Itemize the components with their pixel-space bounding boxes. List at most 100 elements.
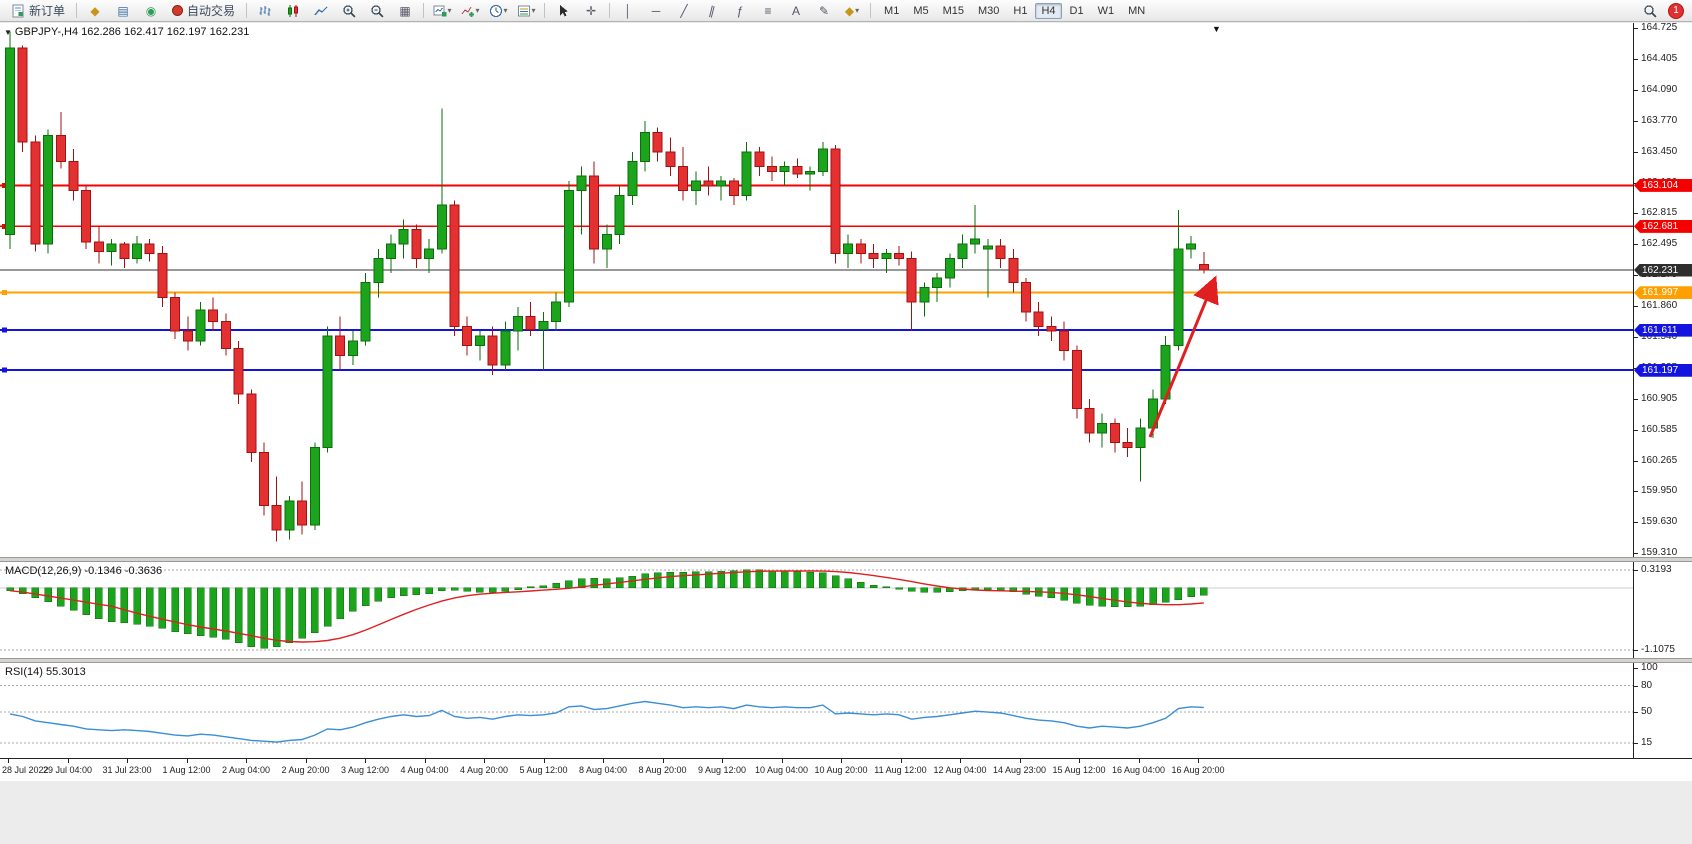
time-label: 29 Jul 04:00	[42, 765, 93, 775]
macd-tick: 0.3193	[1634, 564, 1692, 576]
timeframe-button-m5[interactable]: M5	[913, 4, 929, 17]
cycle-lines-icon[interactable]: ≡	[764, 3, 772, 18]
refresh-icon[interactable]: ◉	[145, 3, 157, 18]
new-chart-button[interactable]: ▾	[429, 1, 455, 21]
rsi-tick: 80	[1634, 680, 1692, 692]
trendline-icon[interactable]: ╱	[680, 3, 688, 18]
horizontal-line-icon[interactable]: ─	[651, 3, 661, 18]
price-level-tag: 162.681	[1634, 219, 1692, 233]
levels-layer	[0, 182, 1633, 373]
time-tick	[781, 759, 783, 763]
toolbar-separator	[544, 3, 546, 18]
collapse-icon[interactable]: ▼	[4, 28, 12, 37]
timeframe-button-d1[interactable]: D1	[1069, 4, 1084, 17]
time-label: 8 Aug 04:00	[578, 765, 628, 775]
price-tick: 159.310	[1634, 547, 1692, 559]
zoom-in-icon[interactable]	[336, 1, 362, 21]
price-tick: 159.950	[1634, 485, 1692, 497]
time-tick	[960, 759, 961, 763]
time-label: 16 Aug 04:00	[1111, 765, 1166, 775]
price-level-tag: 162.231	[1634, 263, 1692, 277]
price-tick: 164.405	[1634, 53, 1692, 65]
trend-arrow[interactable]	[1148, 275, 1219, 438]
time-axis[interactable]: 28 Jul 2022 29 Jul 04:00 31 Jul 23:00 1 Aug…	[0, 758, 1692, 781]
price-tick: 163.450	[1634, 146, 1692, 158]
auto-trading-status-icon	[172, 5, 184, 16]
time-tick	[1198, 759, 1199, 763]
timeframe-button-m15[interactable]: M15	[942, 4, 964, 17]
fibonacci-icon[interactable]: ƒ	[736, 3, 744, 18]
label-icon[interactable]: ✎	[819, 3, 830, 18]
toolbar-separator	[76, 3, 78, 18]
timeframe-button-mn[interactable]: MN	[1128, 4, 1146, 17]
macd-histogram	[6, 569, 1208, 649]
chevron-down-icon: ▾	[475, 6, 480, 15]
macd-tick: -1.1075	[1634, 644, 1692, 656]
zoom-out-icon[interactable]	[364, 1, 390, 21]
price-tick: 162.495	[1634, 238, 1692, 250]
timeframe-button-m30[interactable]: M30	[978, 4, 1000, 17]
chevron-down-icon: ▾	[447, 6, 452, 15]
market-watch-icon[interactable]: ◆	[90, 3, 100, 18]
periods-button[interactable]: ▾	[485, 1, 511, 21]
notification-badge[interactable]: 1	[1668, 2, 1684, 19]
arrows-button[interactable]: ◆ ▾	[839, 1, 865, 21]
indicators-button[interactable]: ▾	[457, 1, 483, 21]
templates-button[interactable]: ▾	[513, 1, 539, 21]
price-tick: 161.860	[1634, 300, 1692, 312]
price-tick: 160.585	[1634, 424, 1692, 436]
timeframe-button-w1[interactable]: W1	[1097, 4, 1115, 17]
time-label: 1 Aug 12:00	[162, 765, 211, 775]
time-label: 5 Aug 12:00	[519, 765, 568, 775]
auto-trading-label: 自动交易	[187, 4, 236, 18]
timeframe-button-h1[interactable]: H1	[1013, 4, 1028, 17]
new-order-button[interactable]: 新订单	[5, 2, 71, 20]
pane-separator[interactable]	[0, 658, 1692, 663]
toolbar-separator	[423, 3, 425, 18]
search-icon[interactable]	[1637, 1, 1663, 21]
chevron-down-icon: ▾	[855, 6, 860, 15]
new-order-icon	[12, 4, 24, 17]
price-axis[interactable]: 164.725 164.405 164.090 163.770 163.450 163.1…	[1633, 22, 1692, 781]
pane-separator[interactable]	[0, 557, 1692, 562]
timeframe-button-h4[interactable]: H4	[1035, 2, 1062, 19]
rsi-tick: 50	[1634, 706, 1692, 718]
rsi-pane[interactable]	[0, 663, 1633, 758]
time-label: 4 Aug 04:00	[400, 765, 449, 775]
price-tick: 164.725	[1634, 22, 1692, 34]
time-tick	[8, 759, 9, 763]
price-level-tag: 161.197	[1634, 363, 1692, 377]
rsi-tick: 15	[1634, 737, 1692, 749]
bar-chart-icon[interactable]	[252, 1, 278, 21]
navigator-icon[interactable]: ▤	[117, 3, 129, 18]
toolbar: 新订单 ◆ ▤ ◉ 自动交易 ▦ ▾	[0, 0, 1692, 22]
new-order-label: 新订单	[29, 4, 66, 18]
macd-pane[interactable]	[0, 562, 1633, 658]
auto-trading-button[interactable]: 自动交易	[166, 2, 241, 20]
time-tick	[127, 759, 128, 763]
time-tick	[484, 759, 485, 763]
time-label: 14 Aug 23:00	[992, 765, 1047, 775]
tile-windows-icon[interactable]: ▦	[399, 3, 411, 18]
macd-label: MACD(12,26,9) -0.1346 -0.3636	[5, 565, 163, 577]
crosshair-icon[interactable]: ✛	[586, 3, 597, 18]
candlestick-chart-icon[interactable]	[280, 1, 306, 21]
line-chart-icon[interactable]	[308, 1, 334, 21]
vertical-line-icon[interactable]: │	[624, 3, 632, 18]
time-label: 2 Aug 20:00	[281, 765, 330, 775]
time-label: 12 Aug 04:00	[933, 765, 987, 775]
time-label: 10 Aug 04:00	[754, 765, 809, 775]
time-tick	[246, 759, 247, 763]
timeframe-button-m1[interactable]: M1	[884, 4, 900, 17]
cursor-icon[interactable]	[550, 1, 576, 21]
time-label: 11 Aug 12:00	[874, 765, 927, 775]
price-tick: 162.815	[1634, 207, 1692, 219]
shapes-icon: ◆	[844, 3, 855, 18]
text-icon[interactable]: A	[792, 3, 801, 18]
chart-shift-marker[interactable]: ▼	[1212, 24, 1221, 34]
time-tick	[543, 759, 545, 763]
main-chart-pane[interactable]	[0, 23, 1633, 557]
price-tick: 164.090	[1634, 84, 1692, 96]
equidistant-channel-icon[interactable]: ∥	[707, 2, 717, 19]
